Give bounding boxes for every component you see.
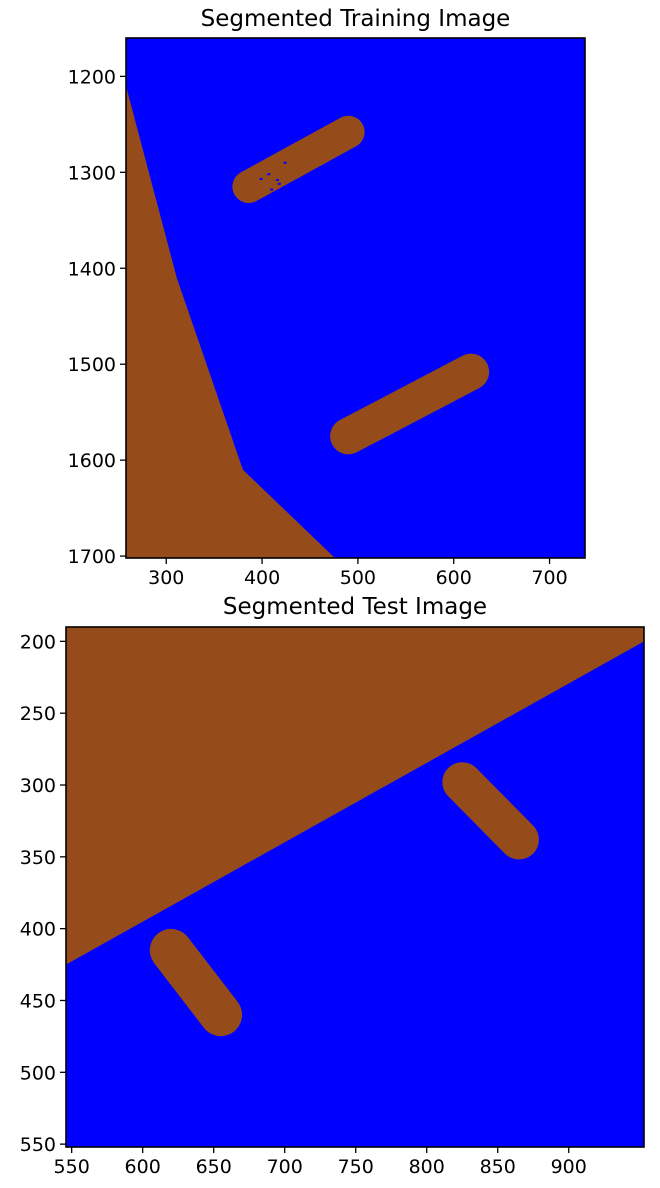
y-tick-label: 350 [20,847,56,869]
y-tick-label: 300 [20,775,56,797]
x-tick-label: 600 [436,567,472,589]
hole-speck-4 [259,178,263,181]
x-tick-label: 550 [54,1156,90,1178]
object-region-0 [66,627,644,965]
y-tick-label: 1500 [68,354,116,376]
x-tick-label: 650 [196,1156,232,1178]
y-tick-label: 1300 [68,162,116,184]
panel-test: 550 600 650 700 750 800 850 900 200 250 300 350 400 4… [20,594,645,1178]
y-tick-label: 1200 [68,66,116,88]
y-tick-label: 1400 [68,258,116,280]
x-tick-label: 600 [125,1156,161,1178]
x-tick-label: 500 [340,567,376,589]
y-tick-label: 1700 [68,546,116,568]
x-tick-label: 800 [409,1156,445,1178]
hole-speck-5 [277,182,281,185]
chart-title: Segmented Test Image [223,594,487,620]
y-tick-label: 250 [20,703,56,725]
y-tick-label: 550 [20,1134,56,1156]
object-blob-1 [442,762,539,860]
y-tick-label: 500 [20,1062,56,1084]
object-blob-2 [149,928,243,1037]
object-blob-1 [232,115,365,204]
x-tick-label: 750 [338,1156,374,1178]
object-blob-2 [330,353,490,455]
y-tick-label: 200 [20,631,56,653]
axes-frame [65,626,645,1148]
hole-speck-0 [267,173,271,176]
x-tick-label: 700 [267,1156,303,1178]
y-tick-label: 450 [20,990,56,1012]
hole-speck-3 [283,161,287,164]
x-tick-label: 900 [551,1156,587,1178]
y-tick-label: 400 [20,919,56,941]
chart-title: Segmented Training Image [201,6,511,32]
segmented-regions [126,86,490,558]
object-region-0 [126,86,335,558]
x-tick-label: 850 [480,1156,516,1178]
hole-speck-1 [275,178,279,181]
axes-frame [125,37,586,559]
hole-speck-2 [270,188,274,191]
x-tick-label: 400 [244,567,280,589]
segmented-regions [66,627,644,1037]
x-tick-label: 700 [531,567,567,589]
y-tick-label: 1600 [68,450,116,472]
panel-training: 300 400 500 600 700 1200 1300 1400 1500 1600 1700 S… [68,6,586,589]
x-tick-label: 300 [148,567,184,589]
